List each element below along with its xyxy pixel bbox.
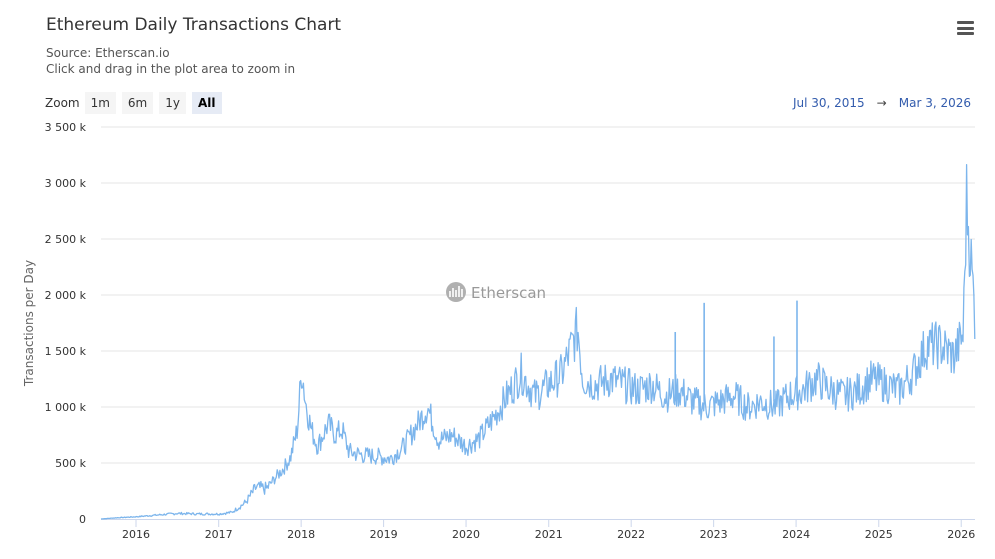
y-tick-label: 0	[79, 513, 86, 526]
y-tick-label: 3 000 k	[45, 177, 87, 190]
y-tick-label: 2 000 k	[45, 289, 87, 302]
series-spikes	[674, 300, 798, 402]
x-tick-label: 2018	[287, 528, 315, 541]
etherscan-watermark: Etherscan	[446, 282, 546, 302]
y-axis-ticks: 0 500 k 1 000 k 1 500 k 2 000 k 2 500 k 3 000 …	[45, 121, 87, 526]
chart-title: Ethereum Daily Transactions Chart	[46, 15, 342, 35]
x-axis-ticks: 2016 2017 2018 2019 2020 2021 2022 2023 2024 2025…	[122, 519, 975, 541]
hamburger-menu-icon[interactable]	[957, 21, 974, 35]
zoom-1m-button[interactable]: 1m	[84, 92, 116, 114]
range-from-input[interactable]: Jul 30, 2015	[792, 96, 865, 110]
y-tick-label: 1 500 k	[45, 345, 87, 358]
x-tick-label: 2025	[865, 528, 893, 541]
y-tick-label: 1 000 k	[45, 401, 87, 414]
watermark-text: Etherscan	[471, 284, 546, 302]
zoom-controls: Zoom 1m 6m 1y All	[45, 92, 228, 114]
zoom-1y-button[interactable]: 1y	[159, 92, 186, 114]
x-tick-label: 2019	[370, 528, 398, 541]
range-arrow: →	[876, 96, 887, 110]
x-tick-label: 2017	[205, 528, 233, 541]
y-tick-label: 500 k	[55, 457, 86, 470]
x-tick-label: 2023	[700, 528, 728, 541]
x-tick-label: 2024	[782, 528, 810, 541]
y-tick-label: 3 500 k	[45, 121, 87, 134]
chart-grid	[101, 126, 975, 520]
chart-source: Source: Etherscan.io	[46, 46, 170, 60]
x-tick-label: 2016	[122, 528, 150, 541]
chart-hint: Click and drag in the plot area to zoom …	[46, 62, 296, 76]
range-to-input[interactable]: Mar 3, 2026	[898, 96, 971, 110]
x-tick-label: 2026	[947, 528, 975, 541]
x-tick-label: 2021	[535, 528, 563, 541]
series-line-transactions	[100, 164, 976, 520]
zoom-6m-button[interactable]: 6m	[121, 92, 154, 114]
x-tick-label: 2020	[452, 528, 480, 541]
zoom-all-button[interactable]: All	[192, 92, 222, 114]
y-axis-label: Transactions per Day	[22, 260, 36, 387]
date-range: Jul 30, 2015 → Mar 3, 2026	[793, 96, 971, 110]
zoom-label: Zoom	[45, 96, 80, 110]
x-tick-label: 2022	[617, 528, 645, 541]
etherscan-logo-bars	[449, 286, 463, 297]
y-tick-label: 2 500 k	[45, 233, 87, 246]
